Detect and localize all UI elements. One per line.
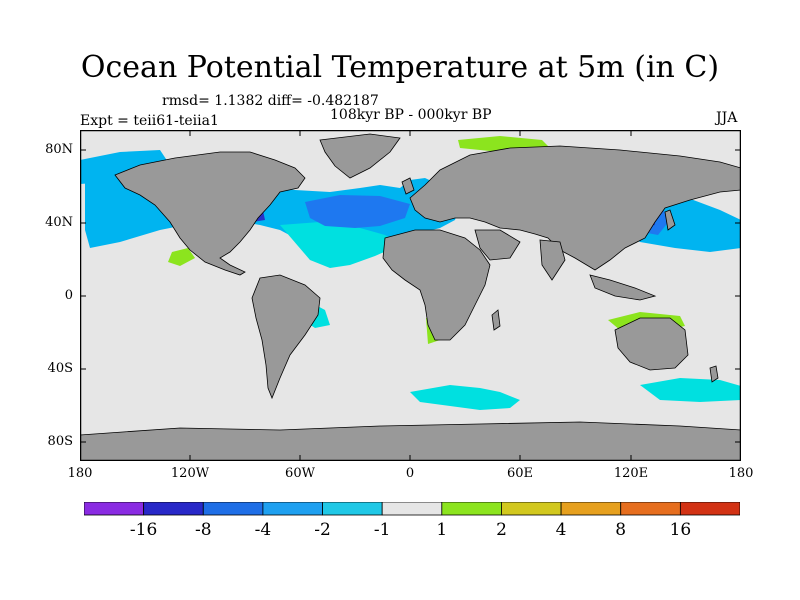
lon-tick-label: 120W bbox=[170, 466, 210, 481]
period-label: 108kyr BP - 000kyr BP bbox=[330, 107, 492, 123]
colorbar bbox=[84, 502, 740, 516]
land-japan bbox=[664, 209, 676, 231]
colorbar-label: 2 bbox=[496, 520, 507, 540]
world-map bbox=[80, 130, 741, 461]
land-south-america bbox=[251, 274, 321, 400]
land-africa bbox=[382, 229, 491, 341]
colorbar-label: -8 bbox=[195, 520, 212, 540]
lon-tick-label: 180 bbox=[67, 466, 93, 481]
lat-tick-label: 0 bbox=[64, 288, 73, 303]
land-new-zealand bbox=[709, 365, 719, 383]
season-label: JJA bbox=[716, 110, 738, 126]
land-eurasia bbox=[409, 145, 741, 271]
colorbar-swatch bbox=[322, 502, 383, 516]
stats-text: rmsd= 1.1382 diff= -0.482187 bbox=[162, 93, 379, 109]
map-title: Ocean Potential Temperature at 5m (in C) bbox=[80, 50, 720, 85]
land-southeast-asia bbox=[589, 274, 657, 301]
colorbar-swatch bbox=[381, 502, 443, 516]
colorbar-label: -2 bbox=[314, 520, 331, 540]
lat-tick-label: 80S bbox=[47, 434, 73, 449]
axis-ticks bbox=[80, 130, 741, 461]
experiment-label: Expt = teii61-teiia1 bbox=[80, 113, 219, 129]
lon-tick-label: 120E bbox=[613, 466, 649, 481]
colorbar-swatch bbox=[143, 502, 204, 516]
land-australia bbox=[614, 317, 689, 371]
lat-tick-label: 80N bbox=[45, 142, 73, 157]
colorbar-swatch bbox=[501, 502, 562, 516]
colorbar-label: -4 bbox=[254, 520, 272, 540]
lon-tick-label: 60W bbox=[285, 466, 315, 481]
land-masses bbox=[80, 133, 741, 461]
land-india bbox=[539, 239, 566, 281]
colorbar-label: -1 bbox=[373, 520, 391, 540]
land-uk bbox=[401, 177, 415, 195]
colorbar-swatch bbox=[202, 502, 264, 516]
colorbar-swatch bbox=[620, 502, 681, 516]
colorbar-swatch bbox=[84, 502, 145, 516]
colorbar-label: 16 bbox=[669, 520, 692, 540]
colorbar-swatch bbox=[441, 502, 502, 516]
colorbar-swatch bbox=[262, 502, 323, 516]
land-madagascar bbox=[491, 309, 501, 331]
colorbar-label: -16 bbox=[129, 520, 158, 540]
anomaly-patch bbox=[168, 248, 195, 266]
colorbar-label: 8 bbox=[615, 520, 627, 540]
land-arabia bbox=[474, 229, 521, 261]
anomaly-patch bbox=[410, 385, 520, 410]
anomaly-patch bbox=[280, 222, 400, 268]
lon-tick-label: 0 bbox=[405, 466, 415, 481]
anomaly-patch bbox=[640, 378, 741, 402]
anomaly-patch bbox=[305, 195, 410, 228]
colorbar-swatch bbox=[679, 502, 740, 516]
colorbar-swatch bbox=[560, 502, 622, 516]
land-greenland bbox=[319, 133, 401, 179]
colorbar-label: 1 bbox=[436, 520, 448, 540]
land-antarctica bbox=[80, 421, 741, 461]
lon-tick-label: 60E bbox=[506, 466, 534, 481]
lat-tick-label: 40N bbox=[45, 215, 73, 230]
land-north-america bbox=[114, 151, 306, 276]
colorbar-label: 4 bbox=[555, 520, 567, 540]
lat-tick-label: 40S bbox=[47, 361, 73, 376]
lon-tick-label: 180 bbox=[728, 466, 754, 481]
